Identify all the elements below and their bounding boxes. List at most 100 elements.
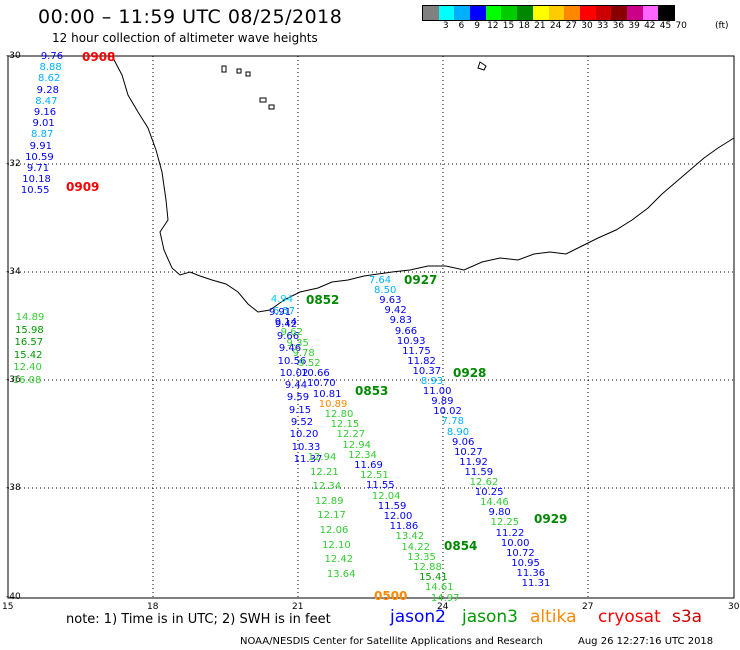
wave-height-value: 10.66	[301, 368, 330, 380]
wave-height-value: 8.87	[31, 129, 54, 141]
color-scale-label: 15	[502, 21, 515, 31]
wave-height-value: 14.97	[430, 592, 460, 604]
wave-height-value: 11.31	[521, 578, 551, 589]
wave-height-value: 10.95	[511, 557, 540, 569]
wave-height-value: 9.42	[274, 318, 298, 330]
pass-time-label: 0928	[453, 366, 487, 380]
color-scale-label: 36	[612, 21, 625, 31]
color-swatch	[611, 6, 627, 20]
wave-height-value: 15.98	[15, 324, 44, 336]
color-swatch	[485, 6, 502, 20]
color-scale-label: 18	[518, 21, 530, 31]
wave-height-value: 9.42	[384, 305, 407, 317]
wave-height-value: 8.90	[446, 426, 470, 438]
wave-height-value: 12.27	[336, 429, 366, 441]
wave-height-value: 12.21	[310, 466, 339, 478]
wave-height-value: 9.28	[36, 84, 59, 96]
wave-height-value: 12.51	[360, 470, 389, 482]
longitude-label: 30	[728, 602, 740, 612]
wave-height-value: 9.83	[389, 315, 412, 327]
wave-height-value: 11.00	[422, 386, 452, 398]
legend-item-jason2: jason2	[390, 607, 446, 627]
wave-height-value: 14.61	[424, 582, 454, 594]
wave-height-value: 10.25	[474, 487, 504, 499]
color-scale-label: 39	[628, 21, 640, 31]
wave-height-value: 14.89	[15, 312, 45, 323]
color-swatch	[548, 6, 565, 20]
color-scale-label: 9	[474, 21, 480, 31]
wave-height-value: 11.82	[407, 355, 436, 367]
wave-height-value: 12.25	[490, 517, 520, 529]
wave-height-value: 12.94	[307, 452, 337, 463]
wave-height-value: 10.72	[506, 547, 535, 559]
wave-height-value: 10.70	[306, 378, 336, 390]
wave-height-value: 11.69	[354, 460, 383, 471]
africa-coastline	[111, 55, 735, 313]
color-scale-label: 30	[581, 21, 593, 31]
color-scale-label: 12	[487, 21, 499, 31]
color-swatch	[658, 6, 674, 20]
wave-height-value: 9.89	[431, 396, 454, 408]
wave-height-value: 12.00	[383, 511, 413, 522]
wave-height-value: 12.10	[322, 539, 351, 551]
color-swatch	[438, 6, 455, 20]
color-swatch	[501, 6, 518, 20]
wave-height-value: 11.55	[365, 480, 395, 492]
pass-time-label: 0908	[82, 50, 116, 64]
wave-height-value: 9.66	[394, 325, 418, 337]
wave-height-value: 10.02	[279, 367, 309, 379]
wave-height-value: 9.76	[40, 51, 64, 62]
color-scale-label: 24	[549, 21, 562, 31]
wave-height-value: 12.80	[324, 409, 354, 420]
color-scale-labels: 3 6 9 12 15 18 21 24 27 30 33 36 39 42 45 70	[422, 21, 740, 33]
wave-height-value: 12.88	[413, 562, 442, 573]
longitude-label: 24	[437, 602, 449, 612]
longitude-label: 15	[2, 602, 14, 612]
wave-height-value: 15.42	[13, 349, 43, 361]
legend-item-altika: altika	[530, 607, 577, 627]
legend-item-cryosat: cryosat	[598, 607, 661, 627]
wave-height-value: 9.91	[268, 307, 292, 318]
wave-height-value: 9.91	[29, 140, 52, 152]
wave-height-value: 12.62	[469, 477, 499, 488]
wave-height-value: 10.37	[412, 365, 442, 377]
wave-height-value: 9.15	[288, 404, 312, 416]
color-swatch	[595, 6, 612, 20]
map-border	[7, 55, 735, 599]
wave-height-value: 11.22	[495, 527, 525, 539]
color-scale-label: 21	[534, 21, 546, 31]
latitude-label: -30	[6, 51, 21, 61]
color-scale-label: 33	[596, 21, 609, 31]
wave-height-value: 8.50	[374, 285, 397, 297]
color-swatch	[626, 6, 643, 20]
wave-height-value: 12.34	[312, 481, 342, 493]
wave-height-value: 11.75	[402, 345, 431, 357]
color-scale-label: 45	[659, 21, 672, 31]
wave-height-value: 9.06	[452, 436, 475, 448]
color-swatch	[454, 6, 471, 20]
pass-time-label: 0853	[355, 384, 389, 398]
wave-height-value: 12.06	[319, 525, 349, 536]
pass-time-label: 0852	[306, 293, 340, 307]
wave-height-value: 8.47	[35, 95, 58, 107]
wave-height-value: 8.62	[38, 73, 61, 85]
wave-height-value: 12.94	[342, 439, 372, 451]
wave-height-value: 9.66	[276, 330, 300, 342]
wave-height-value: 10.59	[25, 151, 54, 163]
wave-height-value: 12.15	[330, 419, 360, 431]
longitude-label: 27	[582, 602, 594, 612]
wave-height-value: 9.16	[33, 107, 57, 118]
wave-height-value: 9.14	[274, 317, 298, 329]
wave-height-value: 12.89	[314, 495, 344, 507]
wave-height-value: 9.62	[280, 327, 303, 339]
color-swatch	[517, 6, 533, 20]
longitude-label: 21	[292, 602, 304, 612]
wave-height-value: 10.00	[500, 537, 530, 549]
footer-credit: NOAA/NESDIS Center for Satellite Applica…	[240, 636, 543, 647]
wave-height-value: 16.57	[14, 337, 44, 348]
footer-timestamp: Aug 26 12:27:16 UTC 2018	[578, 636, 714, 647]
pass-time-label: 0854	[444, 539, 478, 553]
wave-height-value: 14.22	[401, 541, 431, 553]
wave-height-value: 10.93	[396, 335, 426, 347]
latitude-label: -32	[6, 159, 21, 169]
